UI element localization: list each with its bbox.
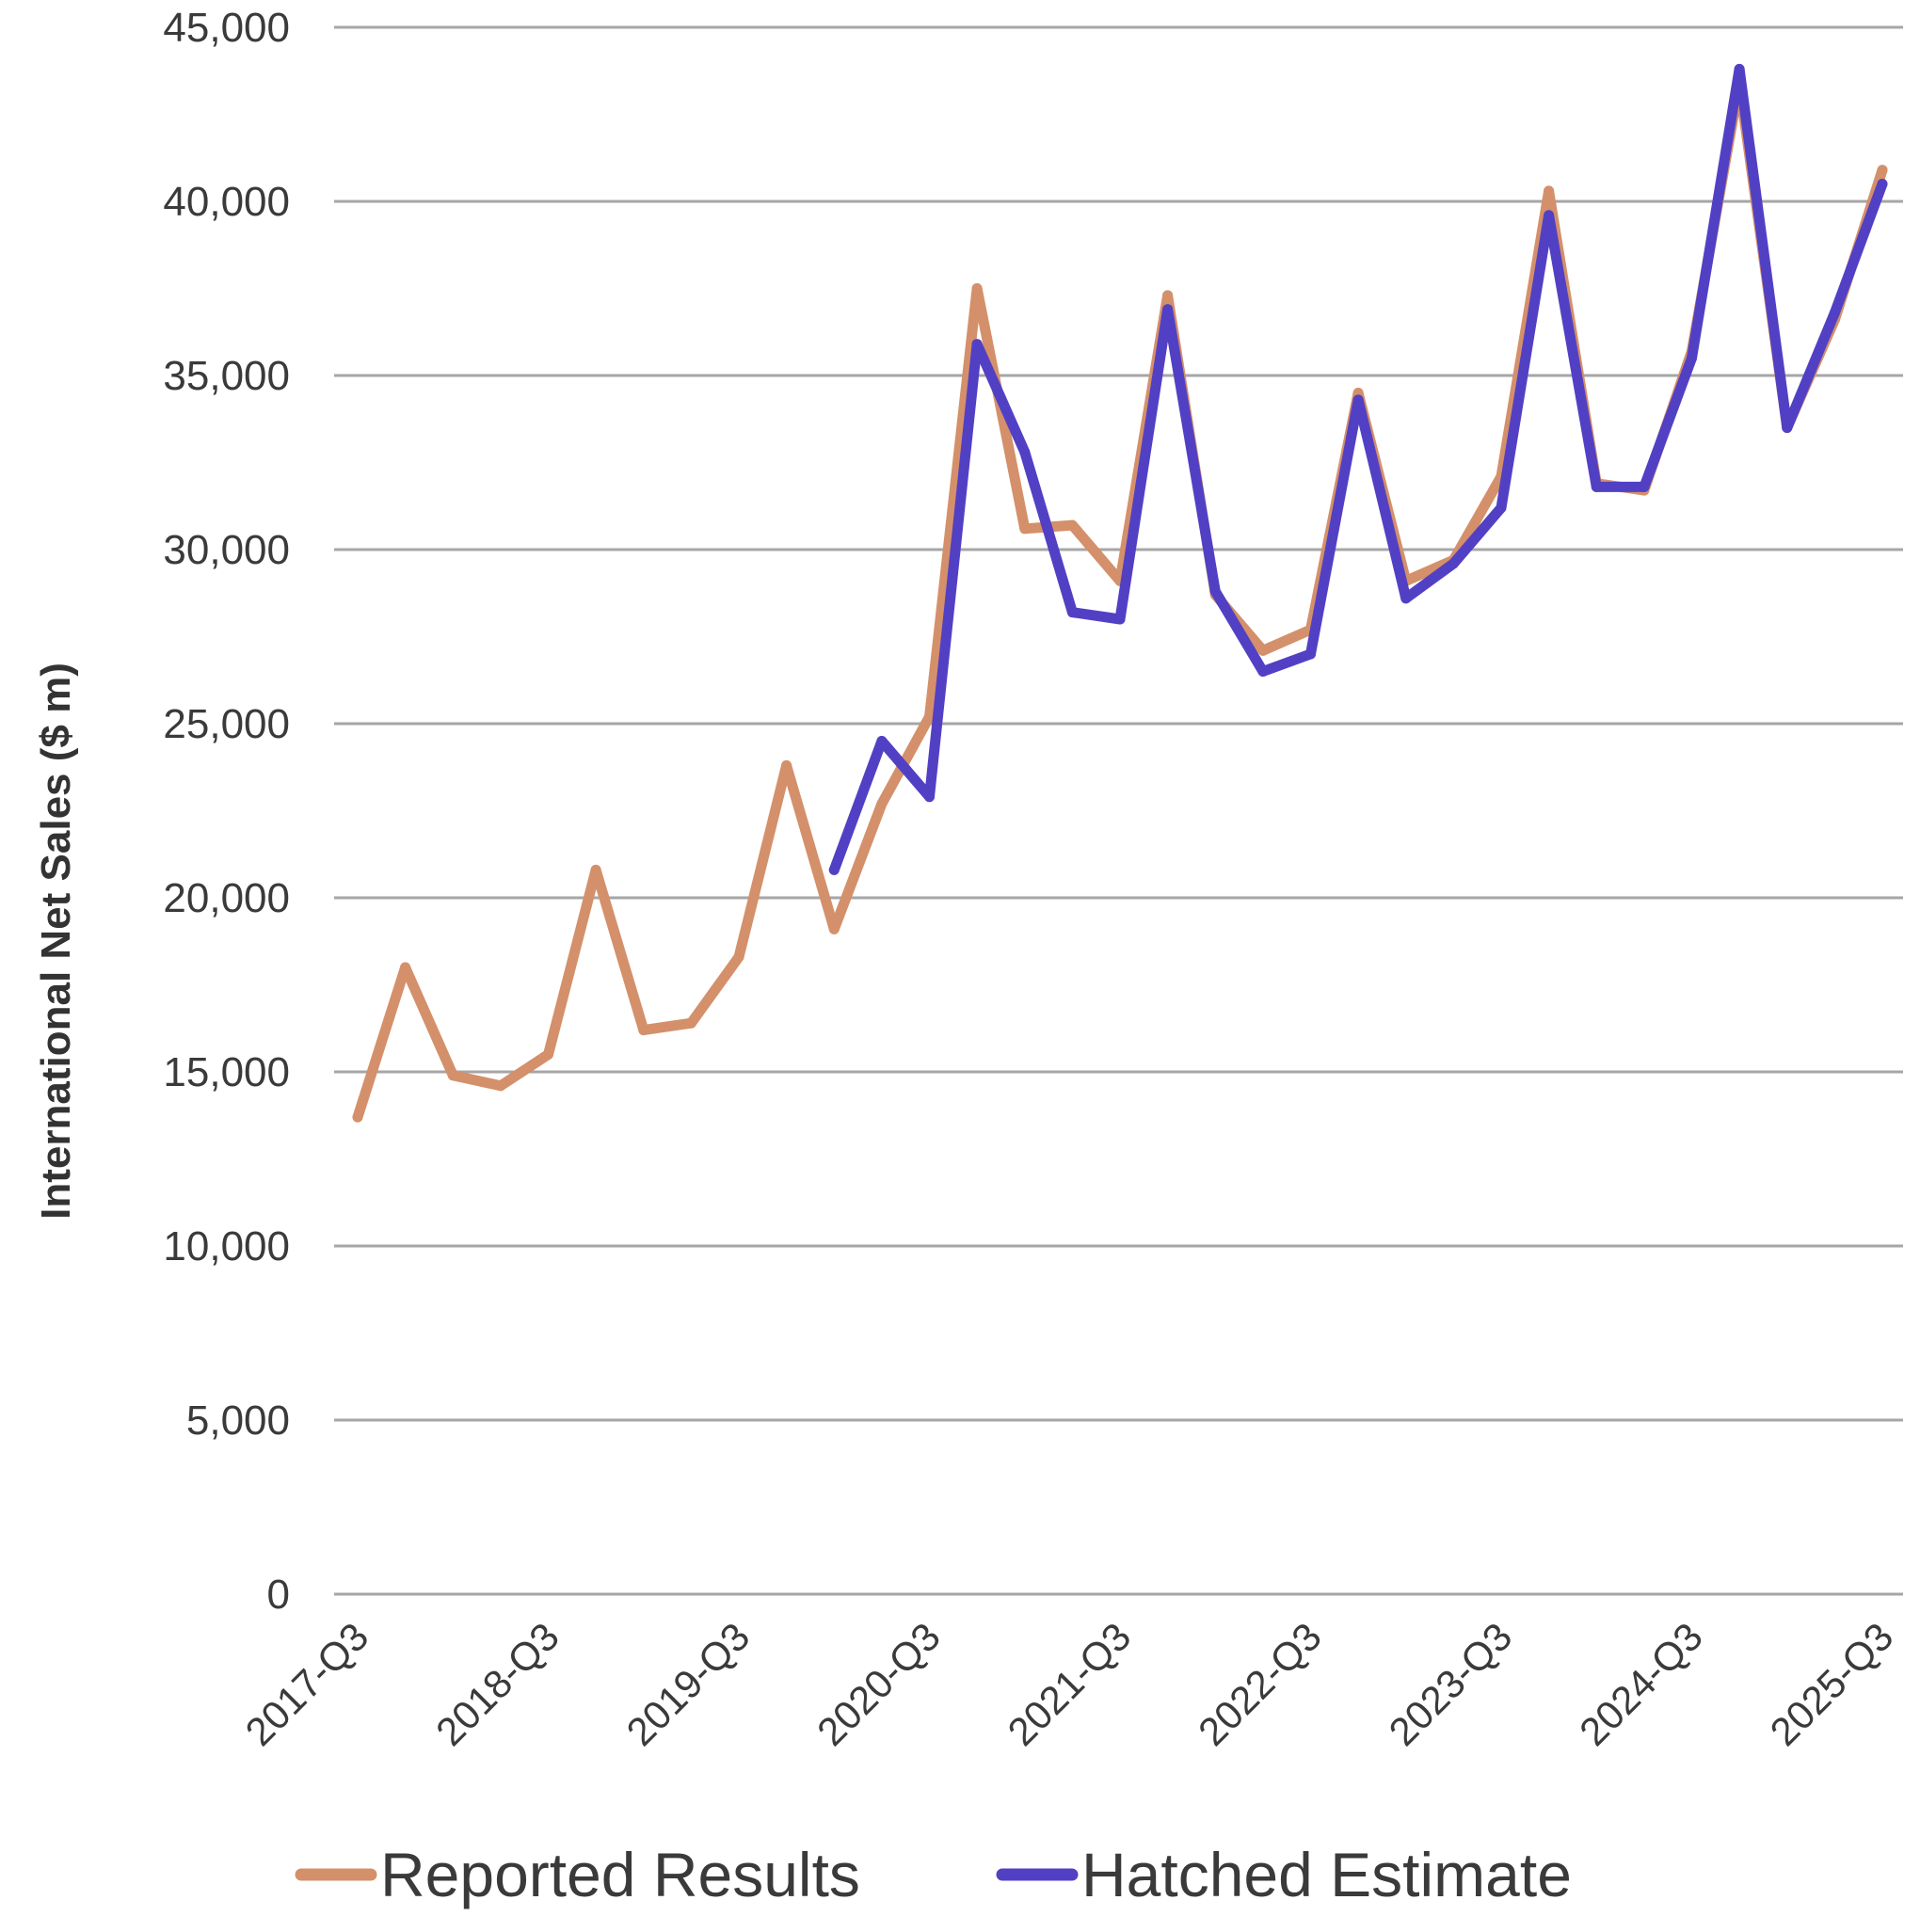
data-point <box>971 283 983 294</box>
y-tick-label: 15,000 <box>163 1049 290 1095</box>
data-point <box>1066 607 1078 618</box>
data-point <box>400 962 411 973</box>
data-point <box>1829 307 1840 318</box>
data-point <box>876 736 888 746</box>
gridlines <box>334 25 1903 1596</box>
y-axis-ticks: 0 5,000 10,000 15,000 20,000 25,000 30,000 35,0… <box>163 5 290 1618</box>
x-tick-label: 2022-Q3 <box>1190 1614 1330 1754</box>
data-point <box>1544 185 1555 197</box>
data-point <box>781 759 792 771</box>
x-tick-label: 2025-Q3 <box>1762 1614 1902 1754</box>
data-point <box>1734 63 1745 74</box>
x-tick-label: 2020-Q3 <box>808 1614 949 1754</box>
data-point <box>733 951 744 963</box>
y-tick-label: 20,000 <box>163 875 290 921</box>
data-point <box>495 1080 506 1092</box>
x-axis-ticks: 2017-Q3 2018-Q3 2019-Q3 2020-Q3 2021-Q3 2022-… <box>237 1614 1902 1754</box>
x-tick-label: 2021-Q3 <box>1000 1614 1140 1754</box>
y-tick-label: 25,000 <box>163 701 290 747</box>
data-point <box>1352 394 1364 406</box>
data-point <box>447 1070 458 1081</box>
x-tick-label: 2024-Q3 <box>1571 1614 1711 1754</box>
data-point <box>1400 593 1412 604</box>
x-tick-label: 2019-Q3 <box>618 1614 759 1754</box>
data-point <box>876 798 888 809</box>
data-point <box>971 339 983 350</box>
data-point <box>924 791 935 803</box>
data-point <box>638 1025 649 1036</box>
y-tick-label: 40,000 <box>163 179 290 225</box>
data-point <box>1209 585 1221 597</box>
data-point <box>1782 423 1793 433</box>
legend-item: Hatched Estimate <box>996 1840 1572 1909</box>
data-point <box>924 711 935 723</box>
data-point <box>1066 519 1078 531</box>
y-tick-label: 45,000 <box>163 5 290 51</box>
data-point <box>1162 304 1174 315</box>
data-point <box>1877 165 1888 176</box>
data-point <box>1257 645 1269 656</box>
data-point <box>1448 558 1459 569</box>
data-point <box>1162 290 1174 301</box>
legend-item: Reported Results <box>295 1840 860 1909</box>
y-tick-label: 35,000 <box>163 353 290 399</box>
data-point <box>1019 523 1031 535</box>
y-tick-label: 0 <box>267 1572 290 1618</box>
data-point <box>1591 481 1602 492</box>
data-point <box>828 864 840 875</box>
data-point <box>1257 666 1269 677</box>
data-point <box>828 923 840 934</box>
legend-label: Hatched Estimate <box>1081 1840 1572 1909</box>
data-point <box>543 1049 553 1060</box>
y-tick-label: 30,000 <box>163 527 290 573</box>
data-point <box>1019 446 1031 457</box>
series-lines <box>352 63 1888 1123</box>
x-tick-label: 2017-Q3 <box>237 1614 377 1754</box>
data-point <box>685 1017 696 1029</box>
data-point <box>1639 481 1650 492</box>
data-point <box>1305 648 1316 660</box>
data-point <box>1496 503 1507 514</box>
legend: Reported Results Hatched Estimate <box>295 1840 1572 1909</box>
x-tick-label: 2018-Q3 <box>427 1614 568 1754</box>
x-tick-label: 2023-Q3 <box>1381 1614 1521 1754</box>
y-tick-label: 10,000 <box>163 1223 290 1269</box>
y-tick-label: 5,000 <box>186 1397 290 1444</box>
y-axis-label: International Net Sales ($ m) <box>33 663 79 1220</box>
data-point <box>1544 210 1555 221</box>
data-point <box>1877 179 1888 189</box>
data-point <box>1114 614 1126 625</box>
data-point <box>352 1111 363 1123</box>
data-point <box>1687 353 1697 363</box>
series-1 <box>828 63 1888 875</box>
legend-label: Reported Results <box>380 1840 860 1909</box>
data-point <box>590 864 601 875</box>
